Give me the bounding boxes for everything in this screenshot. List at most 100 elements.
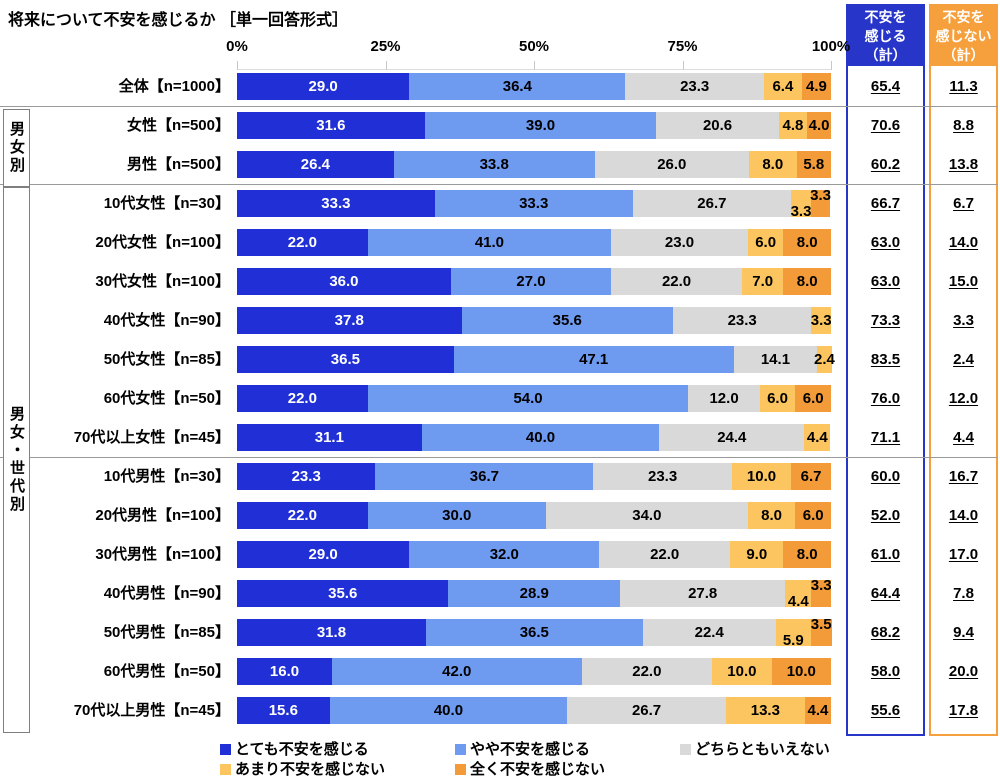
bar-segment-5: 6.0 (795, 385, 831, 412)
feel-total-value: 63.0 (870, 273, 901, 290)
bar-value-label: 36.5 (330, 351, 360, 368)
bar-segment-2: 32.0 (409, 541, 600, 568)
legend-label: あまり不安を感じない (235, 760, 386, 778)
axis-tick-label: 50% (518, 38, 550, 55)
bar-value-label: 4.0 (808, 117, 830, 134)
feel-total-value: 60.2 (870, 156, 901, 173)
bar-value-label: 23.3 (727, 312, 757, 329)
bar-segment-4: 6.4 (763, 73, 802, 100)
bar-segment-5: 3.3 (811, 578, 832, 607)
bar-segment-3: 23.3 (625, 73, 764, 100)
bar-segment-4: 3.3 (811, 307, 832, 334)
feel-total-value: 83.5 (870, 351, 901, 368)
bar-row: 37.8 35.6 23.3 3.3 (237, 307, 832, 334)
feel-total-value: 64.4 (870, 585, 901, 602)
bar-value-label: 16.0 (269, 663, 300, 680)
bar-segment-2: 40.0 (421, 424, 660, 451)
bar-segment-3: 22.0 (599, 541, 730, 568)
bar-row: 36.0 27.0 22.0 7.0 8.0 (237, 268, 831, 295)
bar-segment-2: 40.0 (329, 697, 568, 724)
bar-value-label: 26.7 (631, 702, 662, 719)
legend-item: やや不安を感じる (455, 741, 590, 757)
feel-total-value: 73.3 (870, 312, 901, 329)
row-label: 全体【n=1000】 (118, 78, 230, 95)
bar-segment-1: 29.0 (237, 541, 410, 568)
bar-value-label: 22.4 (694, 624, 724, 641)
bar-value-label: 26.4 (300, 156, 330, 173)
bar-segment-3: 24.4 (659, 424, 805, 451)
feel-total-value: 66.7 (870, 195, 901, 212)
bar-value-label: 8.0 (796, 234, 818, 251)
bar-segment-1: 22.0 (237, 502, 368, 529)
legend-item: 全く不安を感じない (455, 761, 605, 777)
bar-value-label: 34.0 (632, 507, 662, 524)
row-label: 20代男性【n=100】 (95, 507, 230, 524)
bar-segment-3: 12.0 (688, 385, 760, 412)
legend-label: とても不安を感じる (235, 740, 369, 758)
bar-value-label: 6.0 (767, 390, 788, 407)
bar-value-label: 10.0 (746, 468, 777, 485)
bar-segment-4: 4.8 (778, 112, 808, 139)
bar-row: 29.0 32.0 22.0 9.0 8.0 (237, 541, 831, 568)
axis-tick-label: 100% (811, 38, 851, 55)
not-feel-total-value: 17.0 (948, 546, 979, 563)
bar-value-label: 32.0 (489, 546, 519, 563)
bar-segment-3: 22.0 (581, 658, 713, 685)
bar-value-label: 4.4 (787, 593, 809, 610)
bar-value-label: 4.8 (782, 117, 804, 134)
legend-swatch (220, 743, 231, 755)
bar-segment-3: 22.0 (611, 268, 742, 295)
feel-total-value: 63.0 (870, 234, 901, 251)
bar-row: 35.6 28.9 27.8 4.4 3.3 (237, 578, 832, 610)
not-feel-total-value: 14.0 (948, 507, 979, 524)
bar-segment-5: 8.0 (783, 229, 831, 256)
bar-segment-5: 6.0 (795, 502, 831, 529)
bar-value-label: 47.1 (579, 351, 609, 368)
bar-segment-3: 23.3 (593, 463, 732, 490)
bar-value-label: 23.3 (291, 468, 321, 485)
row-label: 30代男性【n=100】 (95, 546, 230, 563)
not-feel-total-value: 14.0 (948, 234, 979, 251)
bar-segment-3: 22.4 (642, 619, 776, 646)
bar-segment-1: 22.0 (237, 229, 368, 256)
not-feel-total-value: 4.4 (953, 429, 974, 446)
bar-row: 22.0 41.0 23.0 6.0 8.0 (237, 229, 831, 256)
bar-value-label: 8.0 (796, 546, 818, 563)
axis-tick-label: 0% (226, 38, 248, 55)
group-box-label: 男女・世代別 (8, 406, 25, 514)
feel-total-value: 58.0 (870, 663, 901, 680)
bar-segment-1: 37.8 (237, 307, 462, 334)
bar-segment-1: 31.8 (237, 619, 426, 646)
bar-value-label: 20.6 (702, 117, 733, 134)
bar-segment-1: 31.1 (237, 424, 422, 451)
bar-value-label: 24.4 (717, 429, 747, 446)
row-label: 50代男性【n=85】 (103, 624, 230, 641)
bar-segment-3: 23.0 (611, 229, 748, 256)
bar-segment-1: 16.0 (237, 658, 333, 685)
chart-title: 将来について不安を感じるか ［単一回答形式］ (8, 12, 348, 29)
legend-item: あまり不安を感じない (220, 761, 385, 777)
bar-segment-2: 42.0 (332, 658, 582, 685)
row-label: 60代男性【n=50】 (103, 663, 230, 680)
axis-tick-mark (237, 61, 238, 70)
group-separator-line (0, 106, 998, 107)
group-box-2: 男女・世代別 (3, 187, 30, 733)
bar-segment-3: 27.8 (620, 580, 786, 607)
bar-segment-2: 30.0 (367, 502, 546, 529)
bar-value-label: 23.3 (647, 468, 678, 485)
bar-row: 23.3 36.7 23.3 10.0 6.7 (237, 463, 831, 490)
not-feel-total-value: 6.7 (953, 195, 974, 212)
bar-segment-5: 4.9 (801, 73, 831, 100)
row-label: 40代女性【n=90】 (103, 312, 230, 329)
bar-segment-4: 10.0 (731, 463, 792, 490)
axis-tick-mark (831, 61, 832, 70)
bar-segment-4: 7.0 (741, 268, 784, 295)
bar-value-label: 41.0 (474, 234, 505, 251)
bar-segment-1: 35.6 (237, 580, 449, 607)
bar-value-label: 15.6 (268, 702, 298, 719)
bar-value-label: 35.6 (328, 585, 358, 602)
not-feel-total-value: 15.0 (948, 273, 979, 290)
bar-row: 16.0 42.0 22.0 10.0 10.0 (237, 658, 831, 685)
bar-segment-2: 39.0 (424, 112, 657, 139)
bar-segment-3: 23.3 (672, 307, 812, 334)
